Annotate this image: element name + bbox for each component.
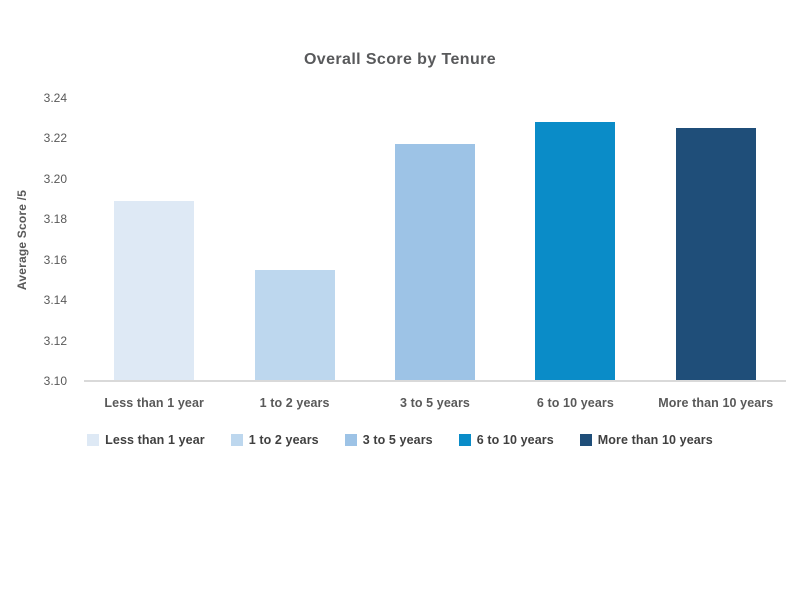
bar (535, 122, 616, 381)
legend-swatch-icon (344, 434, 357, 446)
bar (114, 201, 195, 381)
legend-label: More than 10 years (597, 433, 713, 447)
legend-item: 3 to 5 years (344, 433, 433, 447)
x-axis-label: 6 to 10 years (536, 396, 614, 410)
chart-title: Overall Score by Tenure (303, 51, 497, 68)
y-axis-label: Average Score /5 (15, 189, 29, 291)
y-tick-label: 3.10 (43, 374, 67, 388)
legend-label: 3 to 5 years (362, 433, 433, 447)
y-tick-label: 3.20 (43, 171, 67, 186)
legend-item: 1 to 2 years (230, 433, 319, 447)
y-tick-label: 3.24 (43, 91, 67, 105)
y-tick-label: 3.16 (43, 252, 67, 267)
x-axis-label: Less than 1 year (104, 396, 204, 410)
legend-swatch-icon (87, 434, 100, 446)
y-tick-label: 3.12 (43, 333, 67, 348)
bar (395, 144, 475, 381)
x-axis-label: 3 to 5 years (399, 396, 470, 410)
x-axis-label: 1 to 2 years (259, 396, 330, 410)
legend-swatch-icon (458, 434, 471, 446)
bar (254, 269, 335, 381)
y-tick-label: 3.22 (43, 131, 67, 146)
legend-swatch-icon (579, 434, 592, 446)
legend-swatch-icon (230, 434, 243, 446)
legend: Less than 1 year 1 to 2 years 3 to 5 years… (0, 433, 800, 447)
x-axis-line (84, 380, 786, 382)
x-axis-label: More than 10 years (658, 396, 774, 410)
legend-item: Less than 1 year (87, 433, 205, 447)
y-tick-label: 3.14 (43, 293, 67, 308)
bar (675, 128, 756, 381)
legend-label: 1 to 2 years (248, 433, 319, 447)
legend-label: Less than 1 year (105, 433, 205, 447)
legend-label: 6 to 10 years (476, 433, 554, 447)
legend-item: More than 10 years (579, 433, 713, 447)
y-tick-label: 3.18 (43, 212, 67, 227)
legend-item: 6 to 10 years (458, 433, 554, 447)
